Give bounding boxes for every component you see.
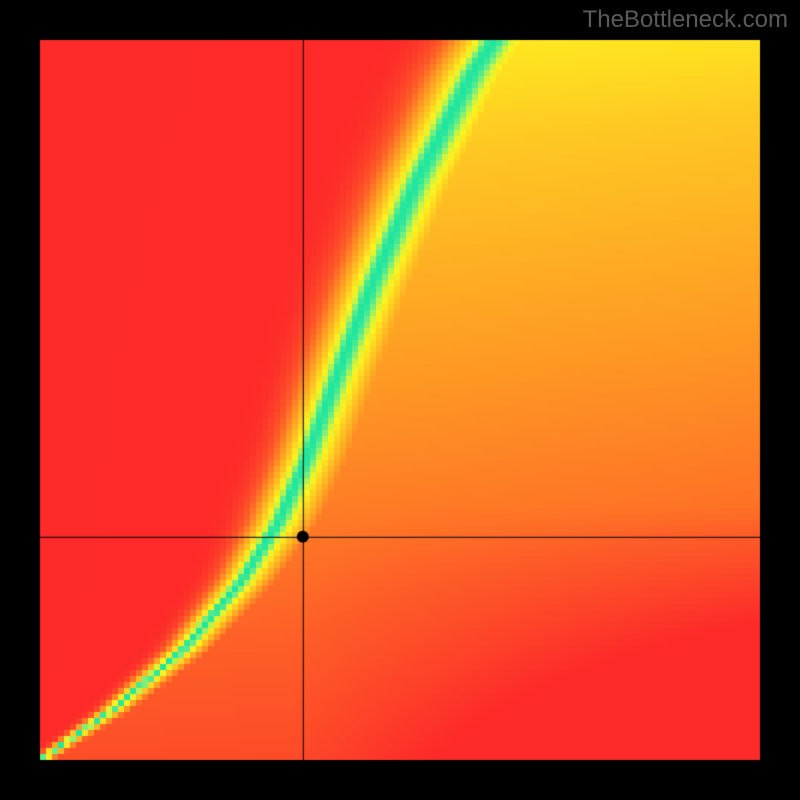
chart-container: TheBottleneck.com <box>0 0 800 800</box>
watermark-text: TheBottleneck.com <box>583 6 788 34</box>
bottleneck-heatmap <box>0 0 800 800</box>
